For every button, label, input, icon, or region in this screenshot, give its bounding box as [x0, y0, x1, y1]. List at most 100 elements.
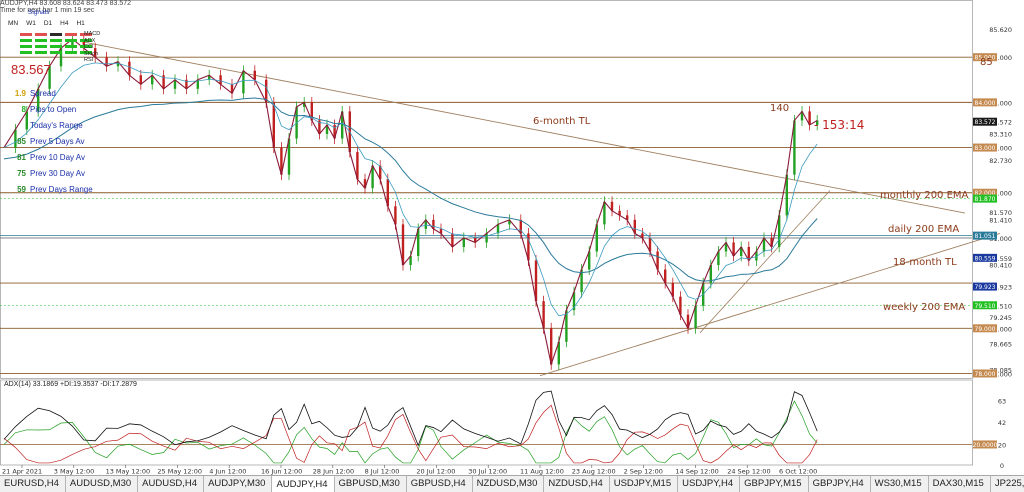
candle-body	[641, 233, 644, 238]
candle-body	[230, 84, 234, 94]
symbol-tab[interactable]: AUDJPY,H4	[272, 476, 335, 492]
y-tick-label: 79.000	[989, 325, 1012, 333]
symbol-tab[interactable]: JP225,Weekly	[991, 476, 1024, 492]
adx-tick-label: 63	[998, 397, 1006, 405]
symbol-tab[interactable]: DAX30,M15	[929, 476, 991, 492]
signal-timeframes: MN W1 D1 H4 H1	[8, 20, 85, 27]
symbol-tab[interactable]: GBPUSD,H4	[407, 476, 473, 492]
signal-indicator-name: ADX	[84, 37, 96, 44]
signal-bar	[80, 45, 92, 48]
signal-bar	[65, 39, 77, 42]
candle-body	[770, 237, 773, 247]
stats-row: 8 Pips to Open	[6, 102, 93, 118]
candle-body	[14, 129, 17, 148]
candle-body	[778, 215, 781, 247]
signal-timeframe-label: H4	[60, 20, 69, 27]
symbol-line: AUDJPY,H4 83.608 83.624 83.473 83.572	[0, 0, 132, 7]
stats-label: Prev 30 Day Av	[30, 169, 85, 178]
stats-value: 1.9	[14, 89, 26, 98]
candle-body	[386, 179, 389, 207]
price-tag	[973, 253, 997, 262]
x-tick-label: 25 May 12:00	[157, 468, 202, 476]
symbol-tab[interactable]: GBPUSD,M30	[335, 476, 407, 492]
candle-body	[394, 206, 397, 225]
stats-row: 85 Prev 5 Days Av	[6, 134, 93, 150]
stats-label: Pips to Open	[30, 105, 77, 114]
candle-body	[363, 179, 367, 189]
symbol-tab[interactable]: AUDUSD,H4	[138, 476, 205, 492]
candle-body	[679, 296, 682, 315]
candle-body	[671, 283, 674, 297]
stats-label: Prev 5 Days Av	[30, 137, 85, 146]
candle-body	[474, 237, 477, 243]
price-tag	[973, 282, 997, 291]
symbol-tab[interactable]: NZDUSD,H4	[544, 476, 610, 492]
stats-label: Prev Days Range	[30, 185, 93, 194]
price-tag-label: 78.000	[975, 371, 996, 378]
adx-tick-label: 20	[998, 441, 1006, 449]
signal-timeframe-label: H1	[76, 20, 85, 27]
ema-line	[3, 97, 818, 282]
symbol-tab[interactable]: GBPJPY,M15	[740, 476, 809, 492]
daily-ema-label: daily 200 EMA	[888, 224, 959, 235]
rising-trendline	[699, 190, 831, 334]
candle-body	[740, 246, 743, 256]
candle-body	[557, 341, 560, 365]
candle-body	[219, 75, 222, 85]
stats-row: 75 Prev 30 Day Av	[6, 166, 93, 182]
signal-bar	[35, 33, 47, 36]
candle-body	[709, 265, 712, 284]
symbol-tab[interactable]: EURUSD,H4	[0, 476, 66, 492]
adx-pane-border	[0, 379, 973, 466]
y-tick-label: 79.510	[989, 302, 1012, 310]
di-minus-line	[3, 404, 818, 464]
symbol-tab[interactable]: NZDUSD,M30	[473, 476, 545, 492]
candle-body	[785, 174, 788, 216]
y-tick-label: 83.310	[989, 131, 1012, 139]
y-tick-label: 79.245	[989, 314, 1012, 322]
candle-body	[664, 269, 667, 284]
stats-row: 59 Prev Days Range	[6, 182, 93, 198]
candle-body	[572, 292, 576, 311]
symbol-tab[interactable]: AUDUSD,M30	[66, 476, 139, 492]
y-tick-label: 81.410	[989, 216, 1012, 224]
candle-body	[656, 251, 659, 270]
symbol-tab[interactable]: WS30,M15	[871, 476, 929, 492]
price-tag-label: 80.559	[975, 255, 996, 262]
price-tag-label: 81.870	[975, 196, 996, 203]
symbol-tab[interactable]: GBPJPY,H4	[809, 476, 871, 492]
candle-body	[808, 111, 811, 125]
y-tick-label: 81.570	[989, 209, 1012, 217]
price-tag-label: 83.000	[975, 145, 996, 152]
six-month-trendline	[79, 40, 966, 214]
symbol-tab[interactable]: USDJPY,H4	[678, 476, 741, 492]
y-tick-label: 78.665	[989, 340, 1012, 348]
signal-bar	[35, 45, 47, 48]
candle-body	[800, 111, 804, 121]
candle-body	[527, 233, 530, 261]
price-tag	[973, 188, 997, 197]
signal-indicator-name: RSI	[84, 57, 94, 63]
weekly-ema-label: weekly 200 EMA	[883, 302, 965, 313]
candle-body	[755, 251, 758, 261]
candle-body	[162, 75, 165, 89]
candle-body	[379, 165, 382, 180]
stats-label: Prev 10 Day Av	[30, 153, 85, 162]
eighteen-month-tl-label: 18-month TL	[893, 257, 957, 268]
stats-value: 8	[21, 105, 26, 114]
candle-body	[48, 66, 51, 89]
signal-bar	[20, 39, 32, 42]
symbol-tab[interactable]: AUDJPY,M30	[204, 476, 273, 492]
price-tag-label: 81.051	[975, 233, 996, 240]
signal-bar	[20, 45, 32, 48]
signal-bar	[80, 51, 92, 54]
x-tick-label: 24 Sep 12:00	[727, 468, 770, 476]
x-tick-label: 30 Jul 12:00	[468, 468, 507, 476]
y-tick-label: 84.000	[989, 99, 1012, 107]
candle-body	[550, 328, 553, 365]
symbol-tab[interactable]: USDJPY,M15	[610, 476, 679, 492]
stats-label: Today's Range	[30, 121, 83, 130]
candle-body	[173, 79, 177, 89]
candle-body	[356, 152, 359, 180]
